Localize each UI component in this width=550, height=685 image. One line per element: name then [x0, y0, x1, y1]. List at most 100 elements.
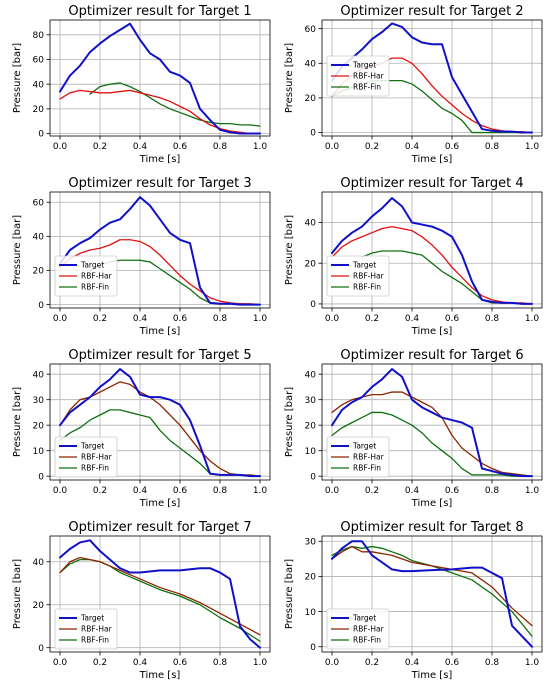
legend-entry-target: Target	[80, 261, 104, 270]
x-axis-label: Time [s]	[139, 154, 181, 165]
x-axis-label: Time [s]	[139, 326, 181, 337]
x-tick-label: 0.2	[93, 314, 107, 324]
series-line-rbf-har	[331, 391, 533, 477]
y-tick-label: 0	[38, 130, 44, 140]
y-tick-label: 40	[305, 370, 317, 380]
x-tick-label: 0.8	[213, 658, 228, 668]
series-line-target	[59, 22, 261, 135]
y-tick-label: 0	[38, 301, 44, 311]
chart-title: Optimizer result for Target 4	[340, 176, 523, 191]
series-line-rbf-fin	[89, 82, 261, 127]
legend: Target RBF-Har RBF-Fin	[326, 255, 390, 297]
y-tick-label: 10	[33, 447, 45, 457]
x-tick-label: 0.4	[405, 658, 420, 668]
x-tick-label: 0.4	[133, 658, 148, 668]
x-tick-label: 0.6	[445, 142, 460, 152]
series-line-rbf-har	[331, 545, 533, 627]
legend-entry-target: Target	[352, 614, 376, 623]
y-tick-label: 20	[33, 105, 45, 115]
x-tick-label: 0.6	[173, 142, 188, 152]
y-tick-label: 30	[305, 537, 317, 547]
x-tick-label: 0.6	[173, 658, 188, 668]
x-tick-label: 1.0	[525, 142, 540, 152]
y-tick-label: 30	[305, 396, 317, 406]
chart-panel-1: 0.0 0.2 0.4 0.6 0.8 1.0 0 20 40 60 80 Optimizer res…	[12, 4, 271, 165]
y-axis-label: Pressure [bar]	[284, 387, 295, 457]
chart-panel-6: 0.0 0.2 0.4 0.6 0.8 1.0 0 10 20 30 40 Optimizer res…	[284, 348, 543, 509]
x-axis-label: Time [s]	[411, 498, 453, 509]
x-tick-label: 0.2	[93, 486, 107, 496]
series-line-target	[59, 196, 261, 306]
chart-title: Optimizer result for Target 1	[68, 4, 251, 19]
y-tick-label: 60	[33, 56, 45, 66]
series-line-target	[331, 368, 533, 478]
series-line-target	[59, 539, 261, 649]
x-axis-label: Time [s]	[139, 498, 181, 509]
legend-entry-rbf-fin: RBF-Fin	[353, 83, 381, 92]
x-tick-label: 0.0	[53, 142, 68, 152]
legend: Target RBF-Har RBF-Fin	[54, 608, 118, 650]
series-line-target	[331, 22, 533, 134]
y-tick-label: 20	[305, 259, 317, 269]
plot-frame	[49, 191, 271, 309]
y-tick-label: 10	[305, 608, 317, 618]
y-tick-label: 30	[33, 396, 45, 406]
series-line-rbf-fin	[331, 545, 533, 637]
x-tick-label: 1.0	[253, 314, 268, 324]
x-tick-label: 0.4	[133, 314, 148, 324]
x-tick-label: 0.4	[133, 142, 148, 152]
x-tick-label: 1.0	[253, 658, 268, 668]
chart-title: Optimizer result for Target 8	[340, 520, 523, 535]
y-tick-label: 0	[310, 300, 316, 310]
x-axis-label: Time [s]	[411, 326, 453, 337]
x-tick-label: 0.4	[405, 486, 420, 496]
chart-panel-3: 0.0 0.2 0.4 0.6 0.8 1.0 0 20 40 60 Optimizer resul…	[12, 176, 271, 337]
legend: Target RBF-Har RBF-Fin	[326, 55, 390, 97]
legend-entry-rbf-har: RBF-Har	[81, 272, 113, 281]
y-tick-label: 80	[33, 31, 45, 41]
legend-entry-target: Target	[352, 61, 376, 70]
chart-title: Optimizer result for Target 6	[340, 348, 523, 363]
y-tick-label: 20	[33, 267, 45, 277]
y-tick-label: 0	[310, 472, 316, 482]
legend-entry-rbf-fin: RBF-Fin	[81, 636, 109, 645]
x-tick-label: 0.8	[213, 314, 228, 324]
y-tick-label: 20	[305, 94, 317, 104]
x-tick-label: 0.4	[405, 314, 420, 324]
x-tick-label: 0.6	[445, 314, 460, 324]
x-tick-label: 0.8	[485, 142, 500, 152]
y-axis-label: Pressure [bar]	[12, 387, 23, 457]
x-tick-label: 1.0	[525, 486, 540, 496]
x-tick-label: 0.4	[405, 142, 420, 152]
x-axis-label: Time [s]	[411, 154, 453, 165]
legend-entry-rbf-har: RBF-Har	[353, 72, 385, 81]
legend: Target RBF-Har RBF-Fin	[54, 255, 118, 297]
plot-frame	[321, 363, 543, 481]
chart-panel-7: 0.0 0.2 0.4 0.6 0.8 1.0 0 20 40 Optimizer result …	[12, 520, 271, 681]
series-line-target	[331, 197, 533, 305]
x-tick-label: 0.4	[133, 486, 148, 496]
y-tick-label: 0	[310, 643, 316, 653]
series-line-target	[59, 368, 261, 478]
plot-frame	[49, 19, 271, 137]
chart-panel-8: 0.0 0.2 0.4 0.6 0.8 1.0 0 10 20 30 Optimizer resul…	[284, 520, 543, 681]
y-tick-label: 10	[305, 447, 317, 457]
x-tick-label: 0.0	[53, 314, 68, 324]
x-tick-label: 0.2	[365, 486, 379, 496]
legend: Target RBF-Har RBF-Fin	[54, 436, 118, 478]
x-tick-label: 0.2	[93, 658, 107, 668]
plot-frame	[321, 19, 543, 137]
y-axis-label: Pressure [bar]	[284, 43, 295, 113]
x-tick-label: 1.0	[253, 142, 268, 152]
y-tick-label: 40	[33, 370, 45, 380]
chart-panel-4: 0.0 0.2 0.4 0.6 0.8 1.0 0 20 40 Optimizer result …	[284, 176, 543, 337]
chart-panel-5: 0.0 0.2 0.4 0.6 0.8 1.0 0 10 20 30 40 Optimizer res…	[12, 348, 271, 509]
y-tick-label: 40	[33, 558, 45, 568]
series-line-rbf-har	[59, 556, 261, 636]
x-axis-label: Time [s]	[411, 670, 453, 681]
y-tick-label: 0	[38, 472, 44, 482]
x-axis-label: Time [s]	[139, 670, 181, 681]
x-tick-label: 0.0	[53, 486, 68, 496]
y-tick-label: 20	[305, 421, 317, 431]
